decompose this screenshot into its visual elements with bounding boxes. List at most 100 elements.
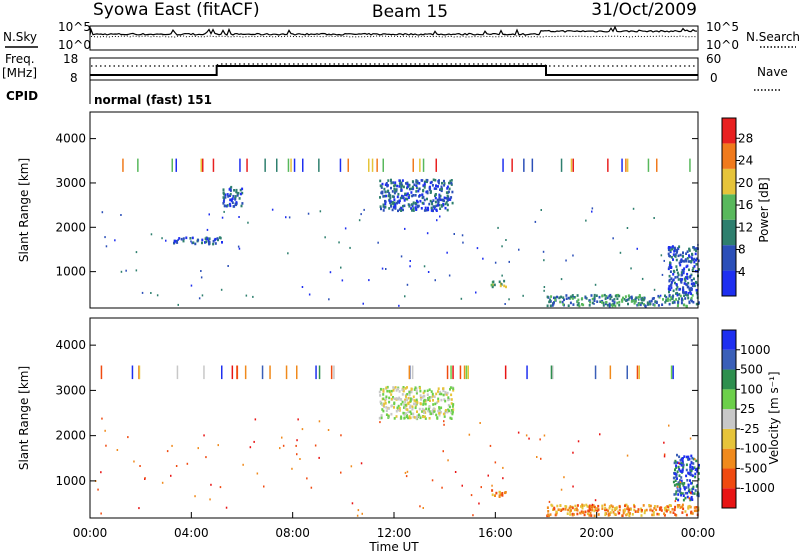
echo-cell [680, 476, 683, 479]
echo-cell [399, 196, 402, 200]
echo-cell [444, 409, 447, 412]
echo-cell [498, 280, 501, 284]
echo-cell [612, 511, 615, 514]
echo-cell [254, 418, 257, 421]
echo-cell [691, 465, 694, 469]
echo-cell [672, 258, 674, 261]
echo-cell [689, 158, 691, 172]
echo-cell [581, 297, 584, 300]
echo-cell [676, 304, 679, 308]
echo-cell [693, 260, 696, 264]
echo-cell [406, 182, 409, 186]
time-tick-label: 16:00 [478, 526, 513, 540]
echo-cell [566, 512, 569, 515]
colorbar-swatch [722, 448, 736, 469]
echo-cell [668, 285, 671, 288]
echo-cell [382, 209, 385, 212]
echo-cell [448, 274, 451, 277]
echo-cell [406, 192, 409, 195]
power-panel-frame [89, 111, 699, 309]
echo-cell [392, 389, 395, 392]
echo-cell [619, 251, 622, 254]
echo-cell [233, 189, 236, 192]
echo-cell [558, 296, 561, 300]
echo-cell [570, 158, 573, 172]
power-cbar-label: Power [dB] [757, 177, 771, 242]
echo-cell [678, 297, 681, 300]
echo-cell [689, 463, 692, 467]
echo-cell [230, 185, 233, 189]
echo-cell [555, 510, 558, 514]
echo-cell [684, 510, 687, 513]
echo-cell [491, 484, 493, 487]
echo-cell [611, 508, 614, 511]
echo-cell [407, 410, 410, 414]
echo-cell [695, 258, 697, 262]
echo-cell [398, 199, 401, 202]
echo-cell [396, 184, 399, 188]
echo-cell [518, 248, 520, 251]
echo-cell [631, 513, 634, 516]
echo-cell [427, 208, 430, 212]
echo-cell [214, 237, 217, 241]
echo-cell [413, 388, 416, 391]
echo-cell [405, 193, 408, 197]
echo-cell [687, 505, 690, 508]
echo-cell [553, 507, 556, 511]
echo-cell [683, 455, 686, 458]
echo-cell [626, 513, 629, 516]
echo-cell [692, 487, 695, 490]
echo-cell [437, 200, 440, 204]
nsky-label: N.Sky [3, 30, 37, 44]
echo-cell [384, 205, 387, 209]
echo-cell [601, 294, 604, 297]
echo-cell [228, 188, 231, 191]
echo-cell [576, 504, 579, 507]
echo-cell [604, 297, 607, 300]
echo-cell [419, 386, 421, 390]
echo-cell [387, 189, 390, 193]
echo-cell [445, 191, 448, 194]
echo-cell [452, 365, 454, 380]
echo-cell [576, 294, 579, 297]
echo-cell [668, 266, 671, 269]
echo-cell [588, 299, 591, 302]
echo-cell [432, 410, 435, 413]
echo-cell [679, 260, 682, 263]
echo-cell [422, 403, 425, 406]
echo-cell [224, 196, 227, 199]
echo-cell [652, 510, 655, 514]
echo-cell [593, 293, 596, 297]
echo-cell [678, 504, 681, 507]
echo-cell [402, 386, 405, 389]
echo-cell [682, 286, 685, 289]
echo-cell [379, 400, 382, 404]
freq-unit: [MHz] [2, 66, 37, 80]
echo-cell [655, 508, 658, 512]
echo-cell [617, 510, 619, 513]
echo-cell [448, 398, 451, 401]
echo-cell [677, 465, 680, 469]
echo-cell [416, 200, 419, 204]
echo-cell [452, 403, 455, 406]
echo-cell [212, 240, 215, 243]
echo-cell [432, 209, 434, 213]
echo-cell [435, 413, 438, 417]
velocity-echo-cells [94, 365, 700, 518]
echo-cell [660, 509, 663, 512]
echo-cell [598, 295, 601, 299]
echo-cell [205, 240, 208, 244]
echo-cell [593, 505, 596, 509]
echo-cell [308, 293, 311, 296]
echo-cell [431, 392, 434, 396]
echo-cell [385, 397, 388, 401]
echo-cell [240, 204, 243, 208]
echo-cell [371, 158, 374, 172]
echo-cell [684, 279, 687, 283]
echo-cell [133, 460, 135, 463]
echo-cell [683, 291, 686, 294]
echo-cell [357, 509, 360, 512]
